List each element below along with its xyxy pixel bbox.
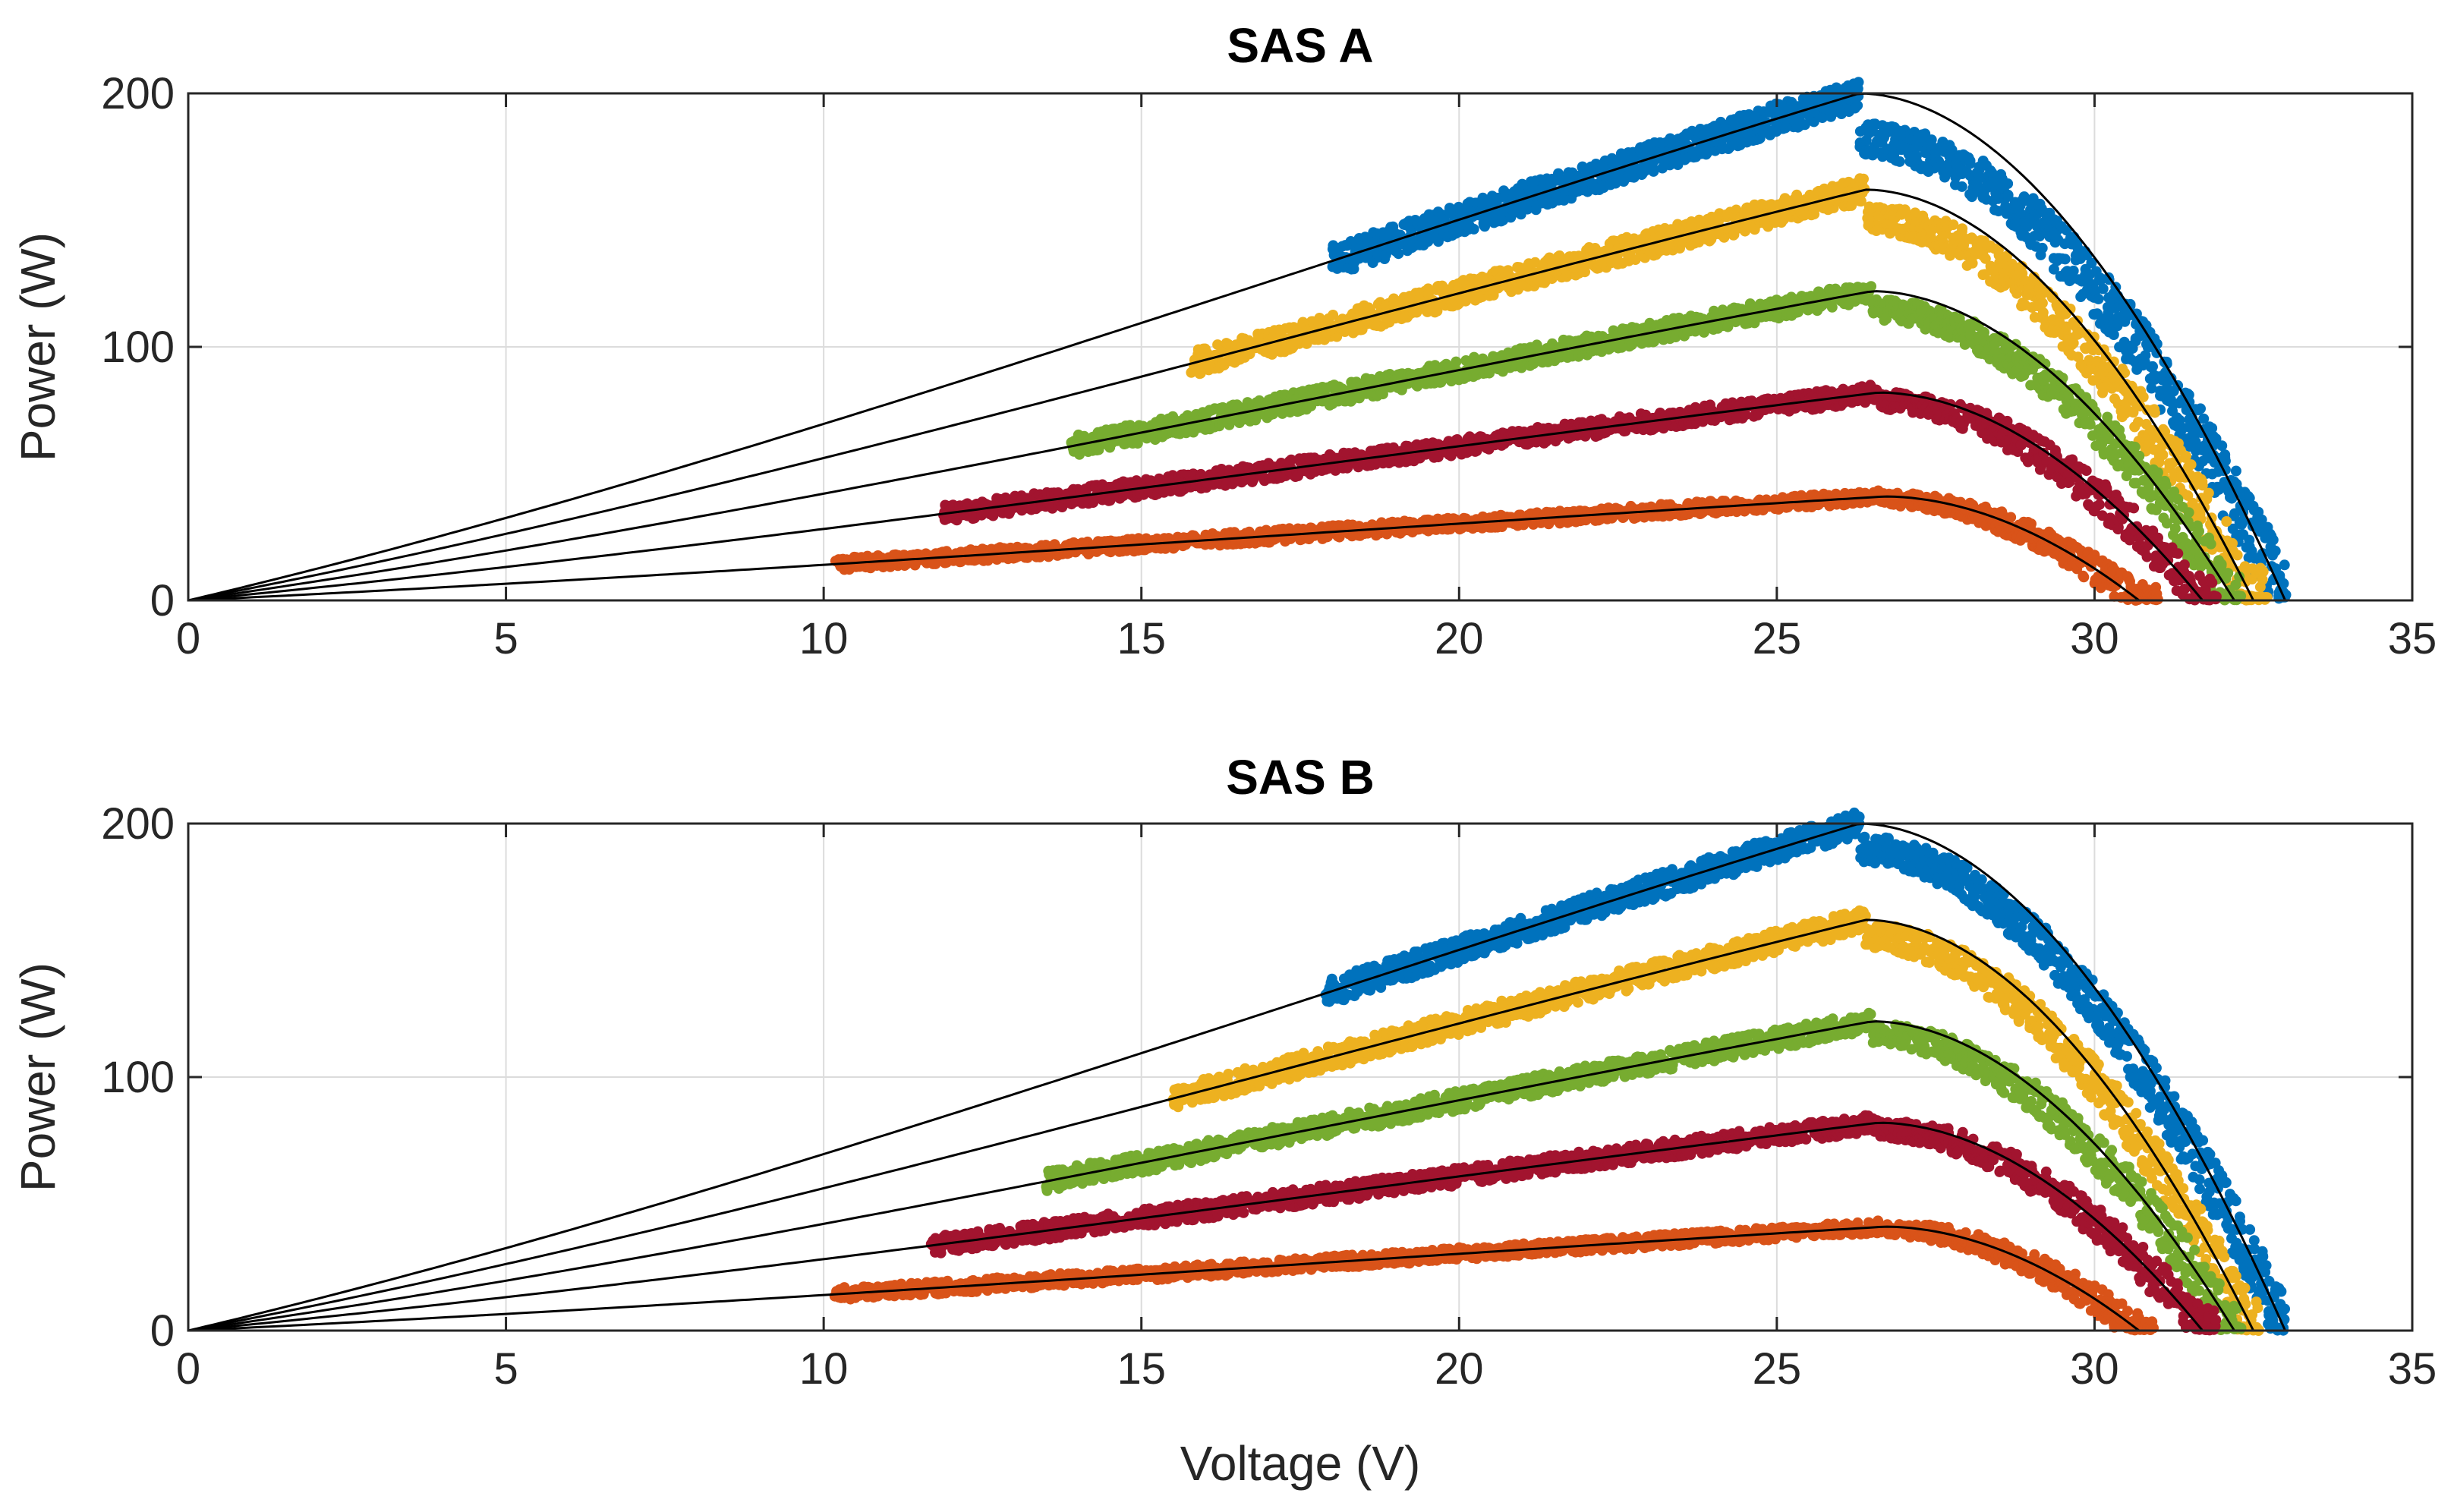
data-point bbox=[2037, 242, 2048, 254]
data-point bbox=[1963, 152, 1974, 163]
data-series bbox=[1327, 77, 2292, 604]
data-point bbox=[2232, 550, 2243, 561]
data-point bbox=[2195, 403, 2206, 414]
data-point bbox=[2194, 526, 2204, 537]
data-point bbox=[1799, 119, 1810, 131]
data-point bbox=[2157, 449, 2169, 461]
data-point bbox=[2037, 307, 2049, 318]
data-point bbox=[2230, 465, 2241, 477]
data-point bbox=[2102, 411, 2113, 423]
data-point bbox=[1393, 248, 1404, 260]
data-point bbox=[2097, 283, 2109, 295]
data-point bbox=[2257, 566, 2269, 577]
data-point bbox=[1853, 77, 1864, 88]
data-point bbox=[1451, 356, 1462, 367]
data-point bbox=[2002, 178, 2014, 189]
data-point bbox=[2093, 293, 2104, 304]
data-point bbox=[2129, 441, 2141, 452]
data-point bbox=[1553, 168, 1564, 179]
data-point bbox=[1967, 257, 1978, 269]
data-point bbox=[2059, 254, 2071, 265]
data-point bbox=[1894, 156, 1905, 167]
data-point bbox=[2183, 507, 2194, 518]
scatter-layer bbox=[830, 77, 2292, 606]
data-point bbox=[1957, 223, 1968, 235]
data-point bbox=[2149, 407, 2160, 418]
data-point bbox=[2205, 538, 2216, 550]
data-point bbox=[1132, 438, 1143, 449]
data-point bbox=[1468, 223, 1479, 235]
data-point bbox=[2152, 467, 2163, 478]
data-point bbox=[1866, 281, 1876, 292]
data-point bbox=[2221, 516, 2232, 527]
data-point bbox=[2216, 440, 2228, 452]
data-point bbox=[1956, 181, 1967, 192]
data-point bbox=[2185, 459, 2197, 471]
data-point bbox=[1852, 99, 1863, 111]
data-point bbox=[2037, 298, 2048, 309]
data-point bbox=[2270, 545, 2281, 556]
data-point bbox=[2279, 559, 2290, 571]
data-point bbox=[2222, 568, 2234, 579]
data-point bbox=[1648, 165, 1659, 177]
data-point bbox=[2267, 534, 2279, 546]
